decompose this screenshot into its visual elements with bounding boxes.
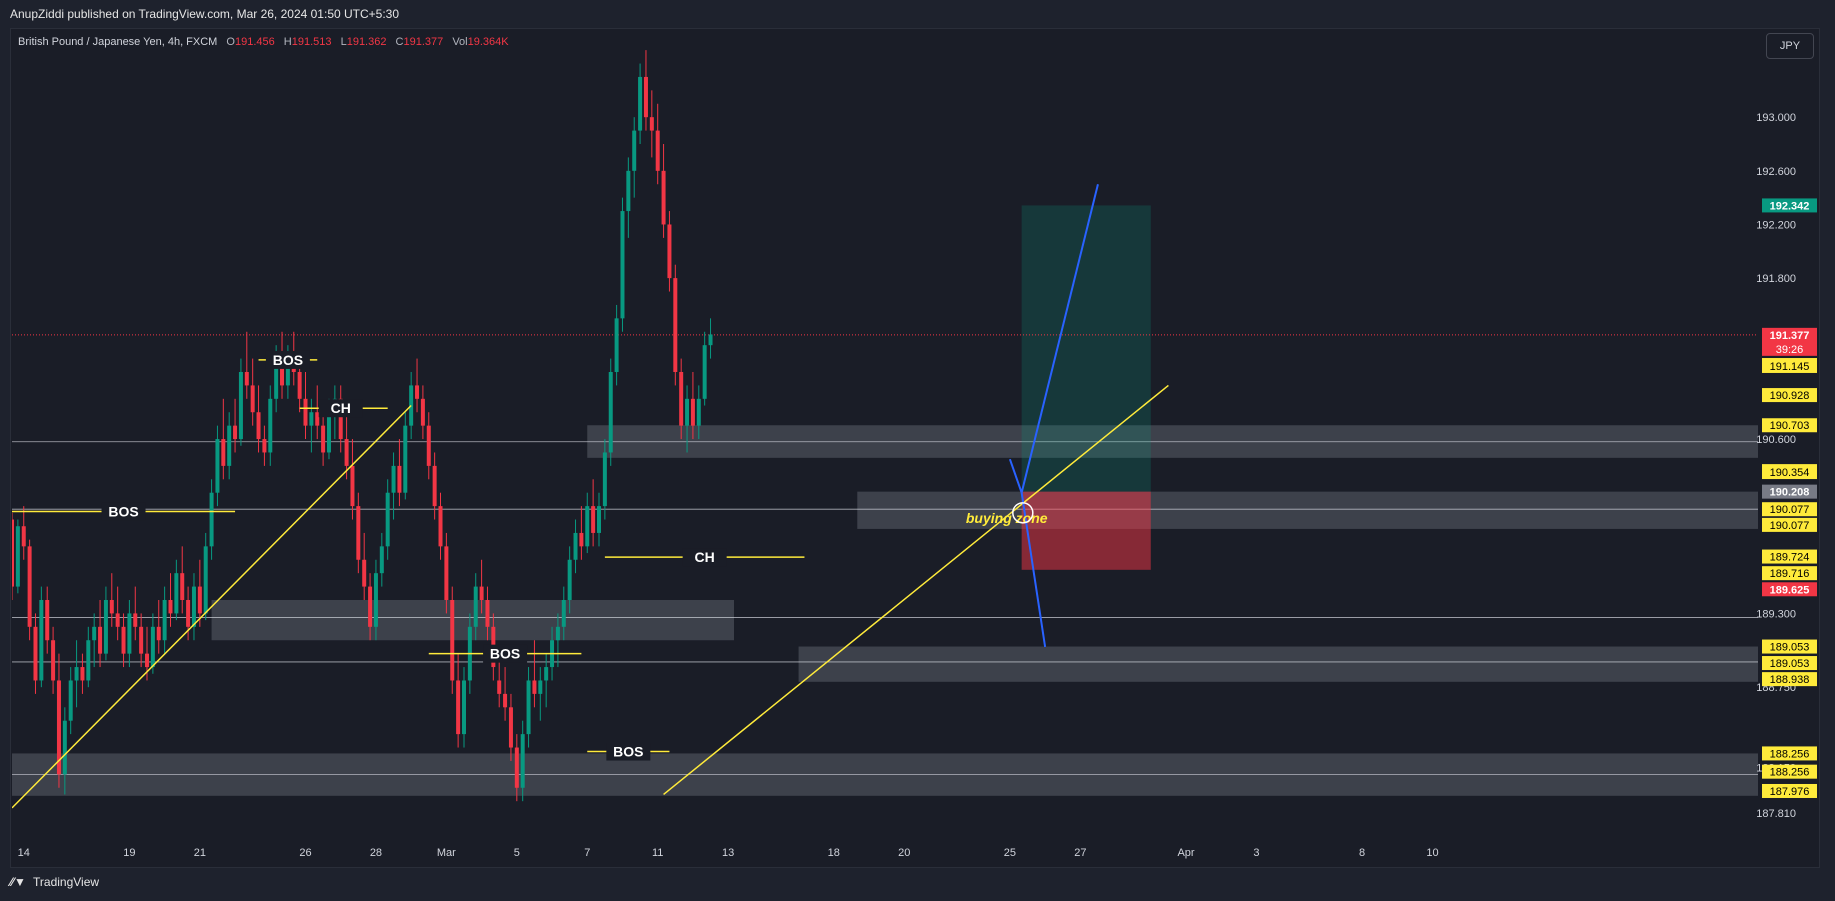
top-bar: AnupZiddi published on TradingView.com, …	[0, 0, 1835, 28]
tradingview-logo-icon: ⁄⁄▼	[10, 875, 26, 889]
footer-brand: ⁄⁄▼ TradingView	[10, 875, 99, 889]
volume-value: 19.364K	[467, 36, 509, 48]
low-value: 191.362	[346, 36, 387, 48]
open-value: 191.456	[234, 36, 275, 48]
published-info: AnupZiddi published on TradingView.com, …	[10, 7, 400, 21]
high-label: H	[283, 36, 292, 48]
currency-button[interactable]: JPY	[1766, 33, 1814, 59]
open-label: O	[226, 36, 235, 48]
volume-label: Vol	[452, 36, 468, 48]
close-value: 191.377	[403, 36, 444, 48]
low-label: L	[340, 36, 347, 48]
close-label: C	[395, 36, 404, 48]
chart-pane[interactable]	[10, 28, 1820, 868]
symbol-title[interactable]: British Pound / Japanese Yen, 4h, FXCM	[18, 36, 218, 48]
footer-brand-text: TradingView	[33, 875, 100, 889]
high-value: 191.513	[291, 36, 332, 48]
symbol-legend: British Pound / Japanese Yen, 4h, FXCM O…	[18, 36, 509, 48]
